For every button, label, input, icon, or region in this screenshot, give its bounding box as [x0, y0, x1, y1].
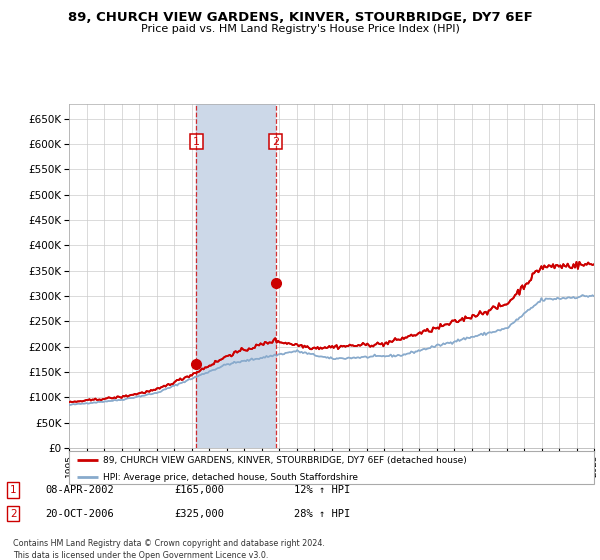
Text: 20-OCT-2006: 20-OCT-2006: [45, 508, 114, 519]
Text: 1: 1: [193, 137, 200, 147]
Text: Price paid vs. HM Land Registry's House Price Index (HPI): Price paid vs. HM Land Registry's House …: [140, 24, 460, 34]
Text: £325,000: £325,000: [174, 508, 224, 519]
Text: 89, CHURCH VIEW GARDENS, KINVER, STOURBRIDGE, DY7 6EF: 89, CHURCH VIEW GARDENS, KINVER, STOURBR…: [68, 11, 532, 24]
Bar: [196, 104, 275, 448]
Text: £165,000: £165,000: [174, 485, 224, 495]
Text: 28% ↑ HPI: 28% ↑ HPI: [294, 508, 350, 519]
Text: 2: 2: [10, 508, 17, 519]
Text: 12% ↑ HPI: 12% ↑ HPI: [294, 485, 350, 495]
Text: 89, CHURCH VIEW GARDENS, KINVER, STOURBRIDGE, DY7 6EF (detached house): 89, CHURCH VIEW GARDENS, KINVER, STOURBR…: [103, 456, 467, 465]
Text: 2: 2: [272, 137, 279, 147]
Text: 08-APR-2002: 08-APR-2002: [45, 485, 114, 495]
FancyBboxPatch shape: [69, 451, 594, 484]
Text: HPI: Average price, detached house, South Staffordshire: HPI: Average price, detached house, Sout…: [103, 473, 358, 482]
Text: Contains HM Land Registry data © Crown copyright and database right 2024.
This d: Contains HM Land Registry data © Crown c…: [13, 539, 325, 559]
Text: 1: 1: [10, 485, 17, 495]
